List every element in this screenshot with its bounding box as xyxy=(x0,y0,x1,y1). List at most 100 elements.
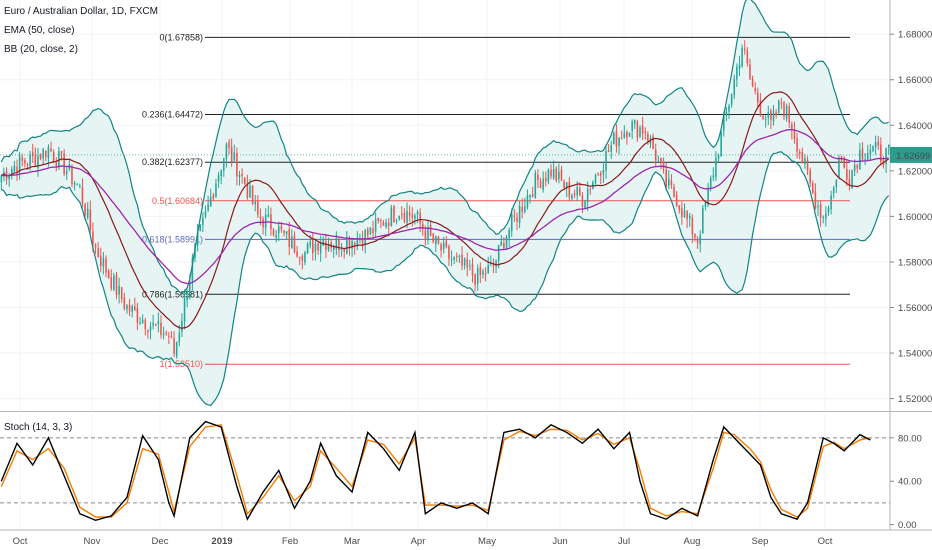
candle-body xyxy=(793,130,796,140)
candle-body xyxy=(243,177,246,185)
candle-body xyxy=(751,78,754,86)
candle-body xyxy=(348,239,351,249)
time-axis-label: Feb xyxy=(282,536,298,547)
candle-body xyxy=(207,204,209,211)
candle-body xyxy=(681,208,683,218)
candle-body xyxy=(84,204,86,216)
candle-body xyxy=(149,326,152,331)
candle-body xyxy=(565,182,568,189)
candle-body xyxy=(134,306,136,311)
candle-body xyxy=(272,230,275,236)
price-axis-label: 1.56000 xyxy=(898,303,932,314)
candle-body xyxy=(120,287,123,299)
candle-body xyxy=(631,121,633,131)
candle-body xyxy=(516,217,518,222)
candle-body xyxy=(380,220,382,222)
candle-body xyxy=(633,119,636,124)
candle-body xyxy=(89,209,92,230)
candle-body xyxy=(830,195,832,210)
candle-body xyxy=(474,273,476,285)
candle-body xyxy=(866,153,869,160)
candle-body xyxy=(699,234,702,245)
candle-body xyxy=(338,239,340,251)
candle-body xyxy=(225,144,228,159)
candle-body xyxy=(34,155,37,167)
candle-body xyxy=(154,324,157,326)
candle-body xyxy=(694,233,696,238)
candle-body xyxy=(403,212,406,222)
price-axis-label: 1.68000 xyxy=(898,30,932,41)
candle-body xyxy=(71,166,73,185)
candle-body xyxy=(864,158,866,160)
candle-body xyxy=(419,212,421,224)
candle-body xyxy=(254,201,257,205)
candle-body xyxy=(312,240,314,254)
candle-body xyxy=(838,157,840,178)
candle-body xyxy=(597,173,599,175)
candle-body xyxy=(330,242,332,248)
candle-body xyxy=(267,214,270,217)
candle-body xyxy=(128,304,131,312)
candle-body xyxy=(79,185,81,187)
candle-body xyxy=(223,158,225,171)
candle-body xyxy=(453,256,455,260)
candle-body xyxy=(539,181,542,188)
candle-body xyxy=(822,216,825,218)
time-axis-label: Dec xyxy=(152,536,169,547)
candle-body xyxy=(712,175,715,178)
candle-body xyxy=(144,320,147,330)
ema-line xyxy=(1,129,889,285)
candle-body xyxy=(21,157,24,161)
candle-body xyxy=(524,206,526,212)
time-axis-label: Nov xyxy=(84,536,101,547)
candle-body xyxy=(29,154,31,167)
candle-body xyxy=(707,187,709,205)
candle-body xyxy=(503,243,505,249)
candle-body xyxy=(610,145,613,152)
candle-body xyxy=(576,187,578,196)
candle-body xyxy=(411,214,414,218)
candle-body xyxy=(673,186,675,197)
candle-body xyxy=(639,127,641,137)
candle-body xyxy=(293,235,296,253)
candle-body xyxy=(798,151,801,154)
price-axis-label: 1.52000 xyxy=(898,394,932,405)
candle-body xyxy=(809,170,811,183)
candle-body xyxy=(733,78,736,96)
candle-body xyxy=(94,244,97,248)
candle-body xyxy=(435,236,437,245)
candle-body xyxy=(534,172,537,199)
candle-body xyxy=(484,273,487,275)
price-axis-label: 1.66000 xyxy=(898,75,932,86)
candle-body xyxy=(581,195,584,207)
candle-body xyxy=(620,138,623,140)
candle-body xyxy=(387,222,390,226)
candle-body xyxy=(461,254,463,266)
candle-body xyxy=(76,184,79,186)
candle-body xyxy=(168,335,170,337)
candle-body xyxy=(568,181,571,198)
candle-body xyxy=(764,118,767,120)
candle-body xyxy=(887,144,890,148)
candle-body xyxy=(113,275,115,290)
candle-body xyxy=(188,281,191,298)
candle-body xyxy=(73,183,76,185)
candle-body xyxy=(479,267,482,275)
candle-body xyxy=(249,185,251,198)
candle-body xyxy=(136,308,139,323)
candle-body xyxy=(107,270,110,278)
bollinger-basis-line xyxy=(0,91,890,329)
candle-body xyxy=(788,106,791,123)
candle-body xyxy=(147,330,149,332)
bollinger-band-fill xyxy=(1,0,889,406)
candle-body xyxy=(152,322,154,326)
candle-body xyxy=(801,152,804,163)
fib-label: 0.236(1.64472) xyxy=(142,110,203,120)
candle-body xyxy=(880,144,882,162)
candle-body xyxy=(304,252,306,263)
candle-body xyxy=(686,210,688,220)
candle-body xyxy=(332,247,335,250)
price-axis-label: 1.62000 xyxy=(898,166,932,177)
candle-body xyxy=(513,215,516,217)
